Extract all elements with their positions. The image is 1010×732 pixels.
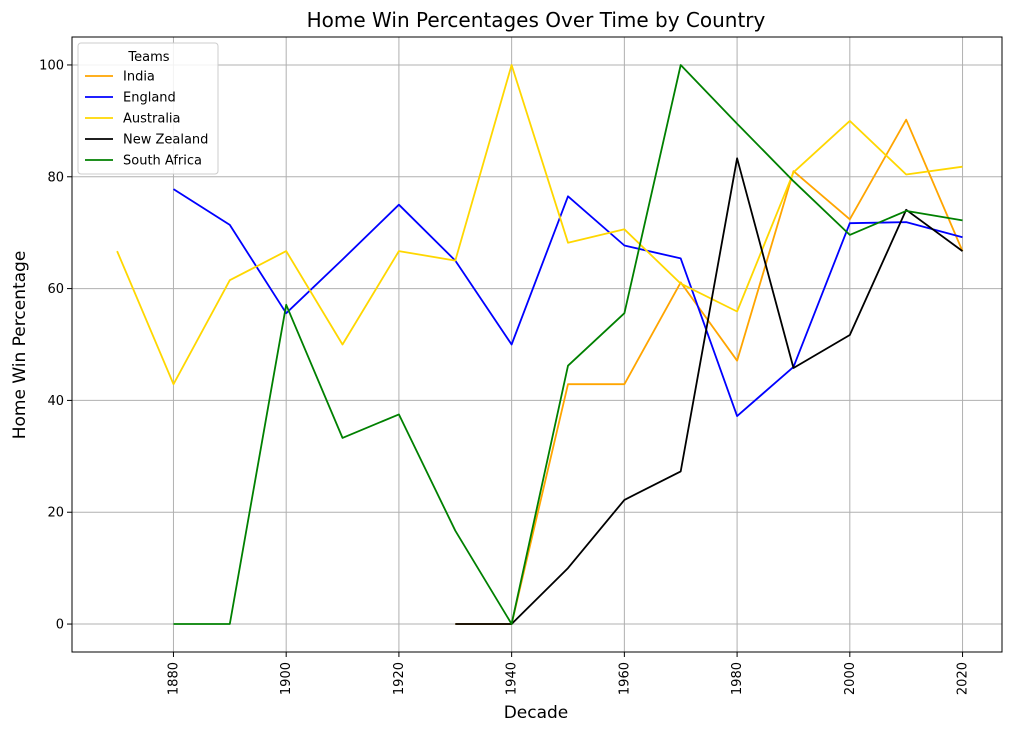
x-axis-title: Decade: [504, 703, 569, 723]
legend-label-south-africa: South Africa: [123, 154, 202, 169]
y-tick-label: 0: [56, 618, 64, 633]
y-axis: 0 20 40 60 80 100: [39, 58, 72, 633]
y-tick-label: 40: [47, 394, 64, 409]
x-tick-label: 2000: [843, 662, 858, 695]
x-tick-label: 2020: [956, 662, 971, 695]
grid: [72, 37, 1002, 652]
legend-title: Teams: [127, 50, 169, 65]
y-tick-label: 20: [47, 506, 64, 521]
legend-label-india: India: [123, 70, 155, 85]
legend-label-england: England: [123, 91, 176, 106]
x-tick-label: 1940: [505, 662, 520, 695]
x-tick-label: 1920: [392, 662, 407, 695]
y-tick-label: 100: [39, 58, 64, 73]
legend: Teams India England Australia New Zealand So…: [77, 42, 219, 175]
legend-label-new-zealand: New Zealand: [123, 133, 208, 148]
chart-title: Home Win Percentages Over Time by Countr…: [307, 8, 766, 32]
series-line-new-zealand: [455, 157, 964, 625]
y-tick-label: 80: [47, 170, 64, 185]
series-line-india: [455, 118, 964, 625]
y-tick-label: 60: [47, 282, 64, 297]
plot-frame: [71, 36, 1003, 653]
series-layer: [116, 64, 964, 625]
x-tick-label: 1960: [617, 662, 632, 695]
x-tick-label: 1980: [730, 662, 745, 695]
series-line-australia: [116, 64, 963, 386]
legend-label-australia: Australia: [123, 112, 181, 127]
series-line-south-africa: [173, 64, 963, 625]
x-tick-label: 1880: [166, 662, 181, 695]
y-axis-title: Home Win Percentage: [10, 251, 30, 440]
x-tick-label: 1900: [279, 662, 294, 695]
series-line-england: [173, 188, 963, 418]
x-axis: 1880 1900 1920 1940 1960 1980 2000 2020: [166, 652, 971, 695]
